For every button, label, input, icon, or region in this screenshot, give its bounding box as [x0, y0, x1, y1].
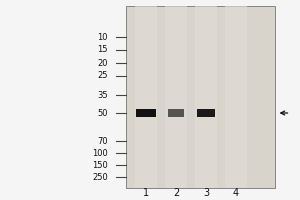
Text: 25: 25 [98, 72, 108, 80]
Bar [197, 109, 215, 117]
Text: 150: 150 [92, 160, 108, 170]
Text: 35: 35 [98, 90, 108, 99]
Text: 10: 10 [98, 32, 108, 42]
Text: 50: 50 [98, 108, 108, 117]
Bar [165, 6, 187, 188]
Bar [135, 6, 157, 188]
Text: 1: 1 [143, 188, 149, 198]
Text: 70: 70 [98, 136, 108, 146]
Bar [168, 109, 184, 117]
Bar [195, 6, 218, 188]
Text: 4: 4 [233, 188, 239, 198]
Text: 250: 250 [92, 172, 108, 182]
Text: 20: 20 [98, 58, 108, 68]
Bar [136, 109, 156, 117]
Text: 2: 2 [173, 188, 179, 198]
Bar [126, 6, 274, 188]
Bar [225, 6, 248, 188]
Text: 3: 3 [203, 188, 209, 198]
Text: 100: 100 [92, 148, 108, 158]
Text: 15: 15 [98, 46, 108, 54]
